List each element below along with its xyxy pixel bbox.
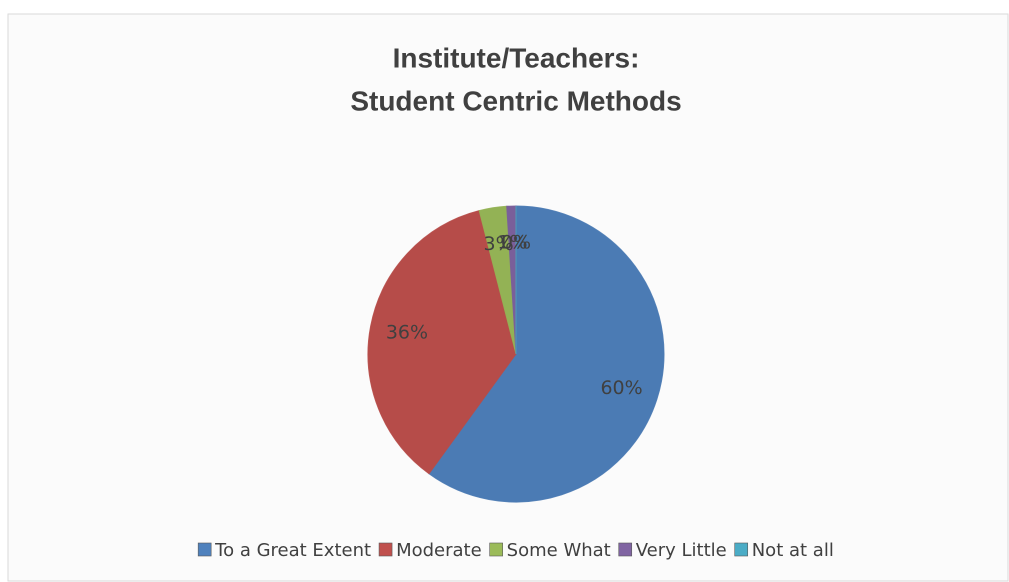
legend-label: Moderate (396, 540, 482, 561)
pie-slice (367, 210, 517, 475)
data-label: 1% (497, 232, 527, 254)
data-label: 60% (600, 377, 642, 399)
legend-label: To a Great Extent (214, 540, 371, 561)
pie-slice (428, 205, 665, 503)
legend-swatch (197, 542, 212, 557)
chart-title: Institute/Teachers: (393, 42, 640, 73)
legend-label: Not at all (752, 540, 834, 561)
legend-swatch (378, 542, 393, 557)
legend-swatch (618, 542, 633, 557)
chart-title: Student Centric Methods (350, 85, 681, 116)
data-label: 36% (386, 322, 428, 344)
legend-label: Very Little (636, 540, 727, 561)
legend-swatch (489, 542, 503, 557)
legend-label: Some What (507, 540, 611, 561)
data-label: 3% (484, 233, 514, 255)
legend-swatch (734, 542, 749, 557)
data-label: 0% (501, 232, 531, 254)
